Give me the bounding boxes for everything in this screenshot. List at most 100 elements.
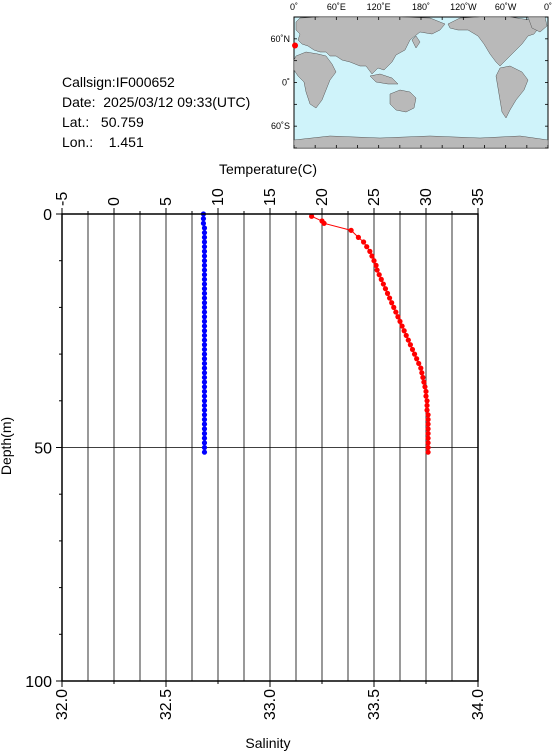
north-america-landmass [447, 16, 541, 67]
map-longitude-label: 0˚ [290, 2, 298, 12]
salinity-data-point [201, 314, 208, 320]
temperature-data-point [416, 360, 422, 367]
salinity-data-point [201, 416, 208, 423]
temperature-data-point [373, 262, 379, 268]
europe-asia-landmass [295, 16, 446, 75]
japan-landmass [411, 35, 421, 49]
salinity-data-point [201, 407, 208, 413]
top-tick-label: 25 [366, 188, 383, 206]
temperature-data-point [407, 342, 413, 348]
salinity-data-point [201, 379, 208, 385]
temperature-data-point [425, 430, 431, 437]
salinity-data-point [201, 300, 208, 306]
temperature-data-point [403, 332, 409, 339]
temperature-data-point [364, 244, 370, 250]
top-tick-label: 35 [470, 188, 487, 206]
top-axis-title: Temperature(C) [219, 161, 317, 177]
salinity-data-point [201, 402, 208, 409]
salinity-data-point [201, 374, 208, 381]
map-top-labels: 0˚ 60˚E 120˚E 180˚ 120˚W 60˚W 0˚ [290, 2, 552, 12]
temperature-data-point [395, 314, 401, 320]
indonesia-landmass [369, 73, 399, 85]
chart-grid [62, 214, 478, 681]
salinity-data-point [201, 304, 208, 310]
map-longitude-label: 120˚E [367, 2, 391, 12]
bottom-tick-label: 32.5 [158, 689, 175, 720]
temperature-data-point [376, 272, 382, 278]
salinity-data-point [201, 318, 208, 325]
temperature-data-point [425, 412, 431, 418]
temperature-data-point [425, 426, 431, 432]
top-tick-label: 30 [418, 188, 435, 206]
temperature-data-point [391, 304, 397, 310]
map-longitude-label: 60˚E [327, 2, 346, 12]
bottom-axis-title: Salinity [245, 735, 290, 751]
salinity-data-point [201, 253, 208, 259]
salinity-data-point [201, 365, 208, 371]
top-tick-label: 0 [106, 197, 123, 206]
salinity-data-point [201, 440, 208, 446]
station-marker [292, 42, 299, 49]
map-latitude-label: 60˚N [270, 34, 290, 44]
salinity-data-point [201, 309, 208, 315]
salinity-data-point [201, 295, 208, 301]
map-latitude-label: 0˚ [282, 78, 290, 88]
temperature-data-point [382, 286, 389, 292]
temperature-data-point [309, 213, 315, 219]
salinity-data-point [201, 267, 208, 273]
temperature-data-point [369, 253, 375, 259]
temperature-data-point [422, 384, 428, 390]
temperature-data-point [424, 402, 430, 409]
salinity-data-point [201, 412, 208, 418]
salinity-data-point [200, 220, 207, 226]
salinity-data-point [201, 388, 208, 395]
temperature-data-point [419, 370, 425, 376]
temperature-data-point [393, 309, 399, 315]
salinity-data-point [201, 449, 208, 455]
salinity-data-point [201, 421, 208, 427]
station-info: Callsign:IF000652 Date: 2025/03/12 09:33… [62, 72, 250, 152]
temperature-data-point [409, 346, 416, 353]
salinity-data-point [201, 346, 208, 353]
temperature-data-point [425, 444, 431, 451]
salinity-data-point [201, 323, 208, 329]
left-axis-title: Depth(m) [0, 417, 14, 475]
temperature-data-point [321, 220, 327, 226]
salinity-data-point [201, 290, 208, 296]
longitude-text: Lon.: 1.451 [62, 134, 144, 150]
temperature-data-point [424, 407, 430, 413]
temperature-data-point [397, 318, 403, 325]
top-tick-label: 20 [314, 188, 331, 206]
series-points [200, 211, 431, 455]
world-map: 0˚ 60˚E 120˚E 180˚ 120˚W 60˚W 0˚ 60˚N 0˚ 60˚S [270, 2, 552, 149]
temperature-data-point [421, 379, 427, 385]
salinity-data-point [201, 337, 208, 343]
salinity-data-point [201, 244, 208, 250]
salinity-data-point [201, 258, 208, 264]
salinity-data-point [201, 444, 208, 451]
temperature-data-point [380, 281, 386, 287]
salinity-data-point [201, 276, 208, 282]
salinity-data-point [201, 356, 208, 362]
temperature-data-point [389, 300, 395, 306]
date-text: Date: 2025/03/12 09:33(UTC) [62, 94, 251, 110]
temperature-data-point [355, 234, 361, 240]
map-longitude-label: 180˚ [412, 2, 430, 12]
salinity-data-point [201, 360, 208, 367]
salinity-data-point [201, 370, 208, 376]
map-longitude-label: 0˚ [544, 2, 552, 12]
series-lines [202, 214, 429, 453]
salinity-data-point [201, 286, 208, 292]
top-tick-label: -5 [54, 192, 71, 206]
temperature-data-point [378, 276, 384, 282]
australia-landmass [389, 89, 417, 113]
temperature-data-point [425, 421, 431, 427]
top-tick-label: 10 [210, 188, 227, 206]
temperature-data-point [411, 351, 418, 357]
temperature-data-point [420, 374, 426, 381]
temperature-data-point [387, 295, 393, 301]
salinity-data-point [201, 225, 208, 231]
map-ticks [293, 16, 549, 149]
temperature-data-point [405, 337, 411, 343]
